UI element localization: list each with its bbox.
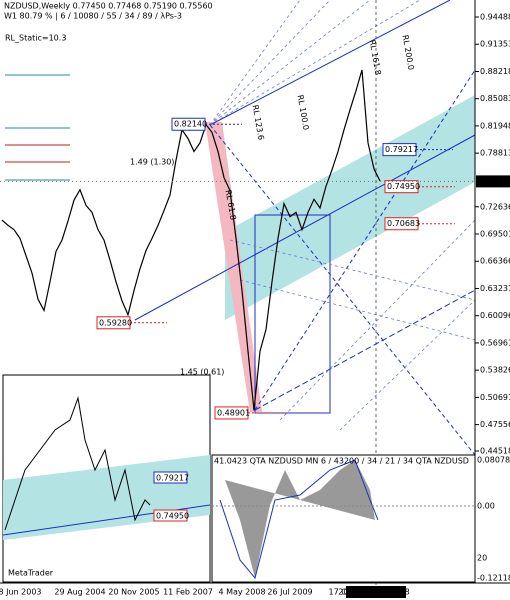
level-label: 0.48901 bbox=[217, 408, 250, 417]
y-tick-label: 0.78813 bbox=[480, 149, 510, 158]
y-tick-label: 0.69501 bbox=[480, 230, 510, 239]
x-tick-label: 20 Nov 2005 bbox=[108, 588, 159, 597]
level-box bbox=[96, 316, 131, 330]
indicator-scale: -0.12118 bbox=[477, 574, 510, 583]
level-label: 0.59280 bbox=[99, 318, 132, 327]
y-tick-label: 0.63231 bbox=[480, 284, 510, 293]
inset-level: 0.74950 bbox=[156, 512, 189, 521]
level-label: 0.74950 bbox=[387, 182, 420, 191]
y-tick-label: 0.91353 bbox=[480, 40, 510, 49]
level-box bbox=[382, 143, 417, 157]
level-label: 0.70683 bbox=[387, 219, 420, 228]
y-tick-label: 0.85083 bbox=[480, 94, 510, 103]
indicator-histogram bbox=[225, 460, 375, 578]
y-tick-label: 0.53826 bbox=[480, 366, 510, 375]
x-tick-label: 2011.12.14 07:48 bbox=[338, 588, 409, 597]
cursor-box bbox=[346, 586, 406, 598]
y-tick-label: 0.50691 bbox=[480, 393, 510, 402]
indicator-scale: 0.080783 bbox=[477, 456, 510, 465]
level-box bbox=[214, 406, 249, 420]
fib-lines bbox=[209, 0, 476, 600]
level-label: 0.79217 bbox=[385, 145, 418, 154]
indicator-scale: 20 bbox=[477, 554, 487, 563]
y-tick-label: 0.56961 bbox=[480, 338, 510, 347]
x-tick-label: 29 Aug 2004 bbox=[54, 588, 105, 597]
level-box bbox=[384, 180, 419, 194]
level-label: 0.82140 bbox=[174, 120, 207, 129]
x-tick-label: 8 Jun 2003 bbox=[0, 588, 42, 597]
y-tick-label: 0.94488 bbox=[480, 12, 510, 21]
inset-level-box bbox=[153, 471, 188, 484]
indicator-line bbox=[219, 459, 379, 580]
impulse-band bbox=[205, 122, 262, 412]
y-tick-label: 0.44518 bbox=[480, 446, 510, 455]
static-label: RL_Static=10.3 bbox=[5, 34, 66, 43]
annotation: 1.49 (1.30) bbox=[130, 158, 174, 167]
brand: MetaTrader bbox=[8, 569, 54, 578]
indicator-title: 41.0423 QTA NZDUSD MN 6 / 43200 / 34 / 2… bbox=[214, 457, 469, 466]
x-tick-label: 17 O bbox=[328, 588, 347, 597]
inset-level-box bbox=[153, 509, 188, 522]
indicator-scale: 0.00 bbox=[477, 502, 495, 511]
last-price-label: 0.75560 bbox=[478, 177, 510, 186]
inset-level: 0.79217 bbox=[156, 474, 189, 483]
y-tick-label: 0.81948 bbox=[480, 121, 510, 130]
header-line: W1 80.79 % | 6 / 10080 / 55 / 34 / 89 / … bbox=[4, 12, 182, 21]
price-line bbox=[1, 69, 381, 411]
level-box bbox=[171, 117, 206, 131]
annotation: 1.45 (0.61) bbox=[180, 368, 224, 377]
level-box bbox=[384, 217, 419, 231]
x-tick-label: 4 May 2008 bbox=[218, 588, 265, 597]
y-tick-label: 0.66366 bbox=[480, 257, 510, 266]
last-price-box bbox=[476, 175, 510, 188]
y-tick-label: 0.72636 bbox=[480, 202, 510, 211]
y-tick-label: 0.60096 bbox=[480, 311, 510, 320]
y-tick-label: 0.88218 bbox=[480, 67, 510, 76]
x-tick-label: 11 Feb 2007 bbox=[163, 588, 213, 597]
inset-price bbox=[4, 396, 151, 531]
left-level-marks bbox=[5, 74, 70, 181]
x-tick-label: 26 Jul 2009 bbox=[267, 588, 312, 597]
y-tick-label: 0.47556 bbox=[480, 420, 510, 429]
header-line: NZDUSD,Weekly 0.77450 0.77468 0.75190 0.… bbox=[4, 2, 213, 11]
